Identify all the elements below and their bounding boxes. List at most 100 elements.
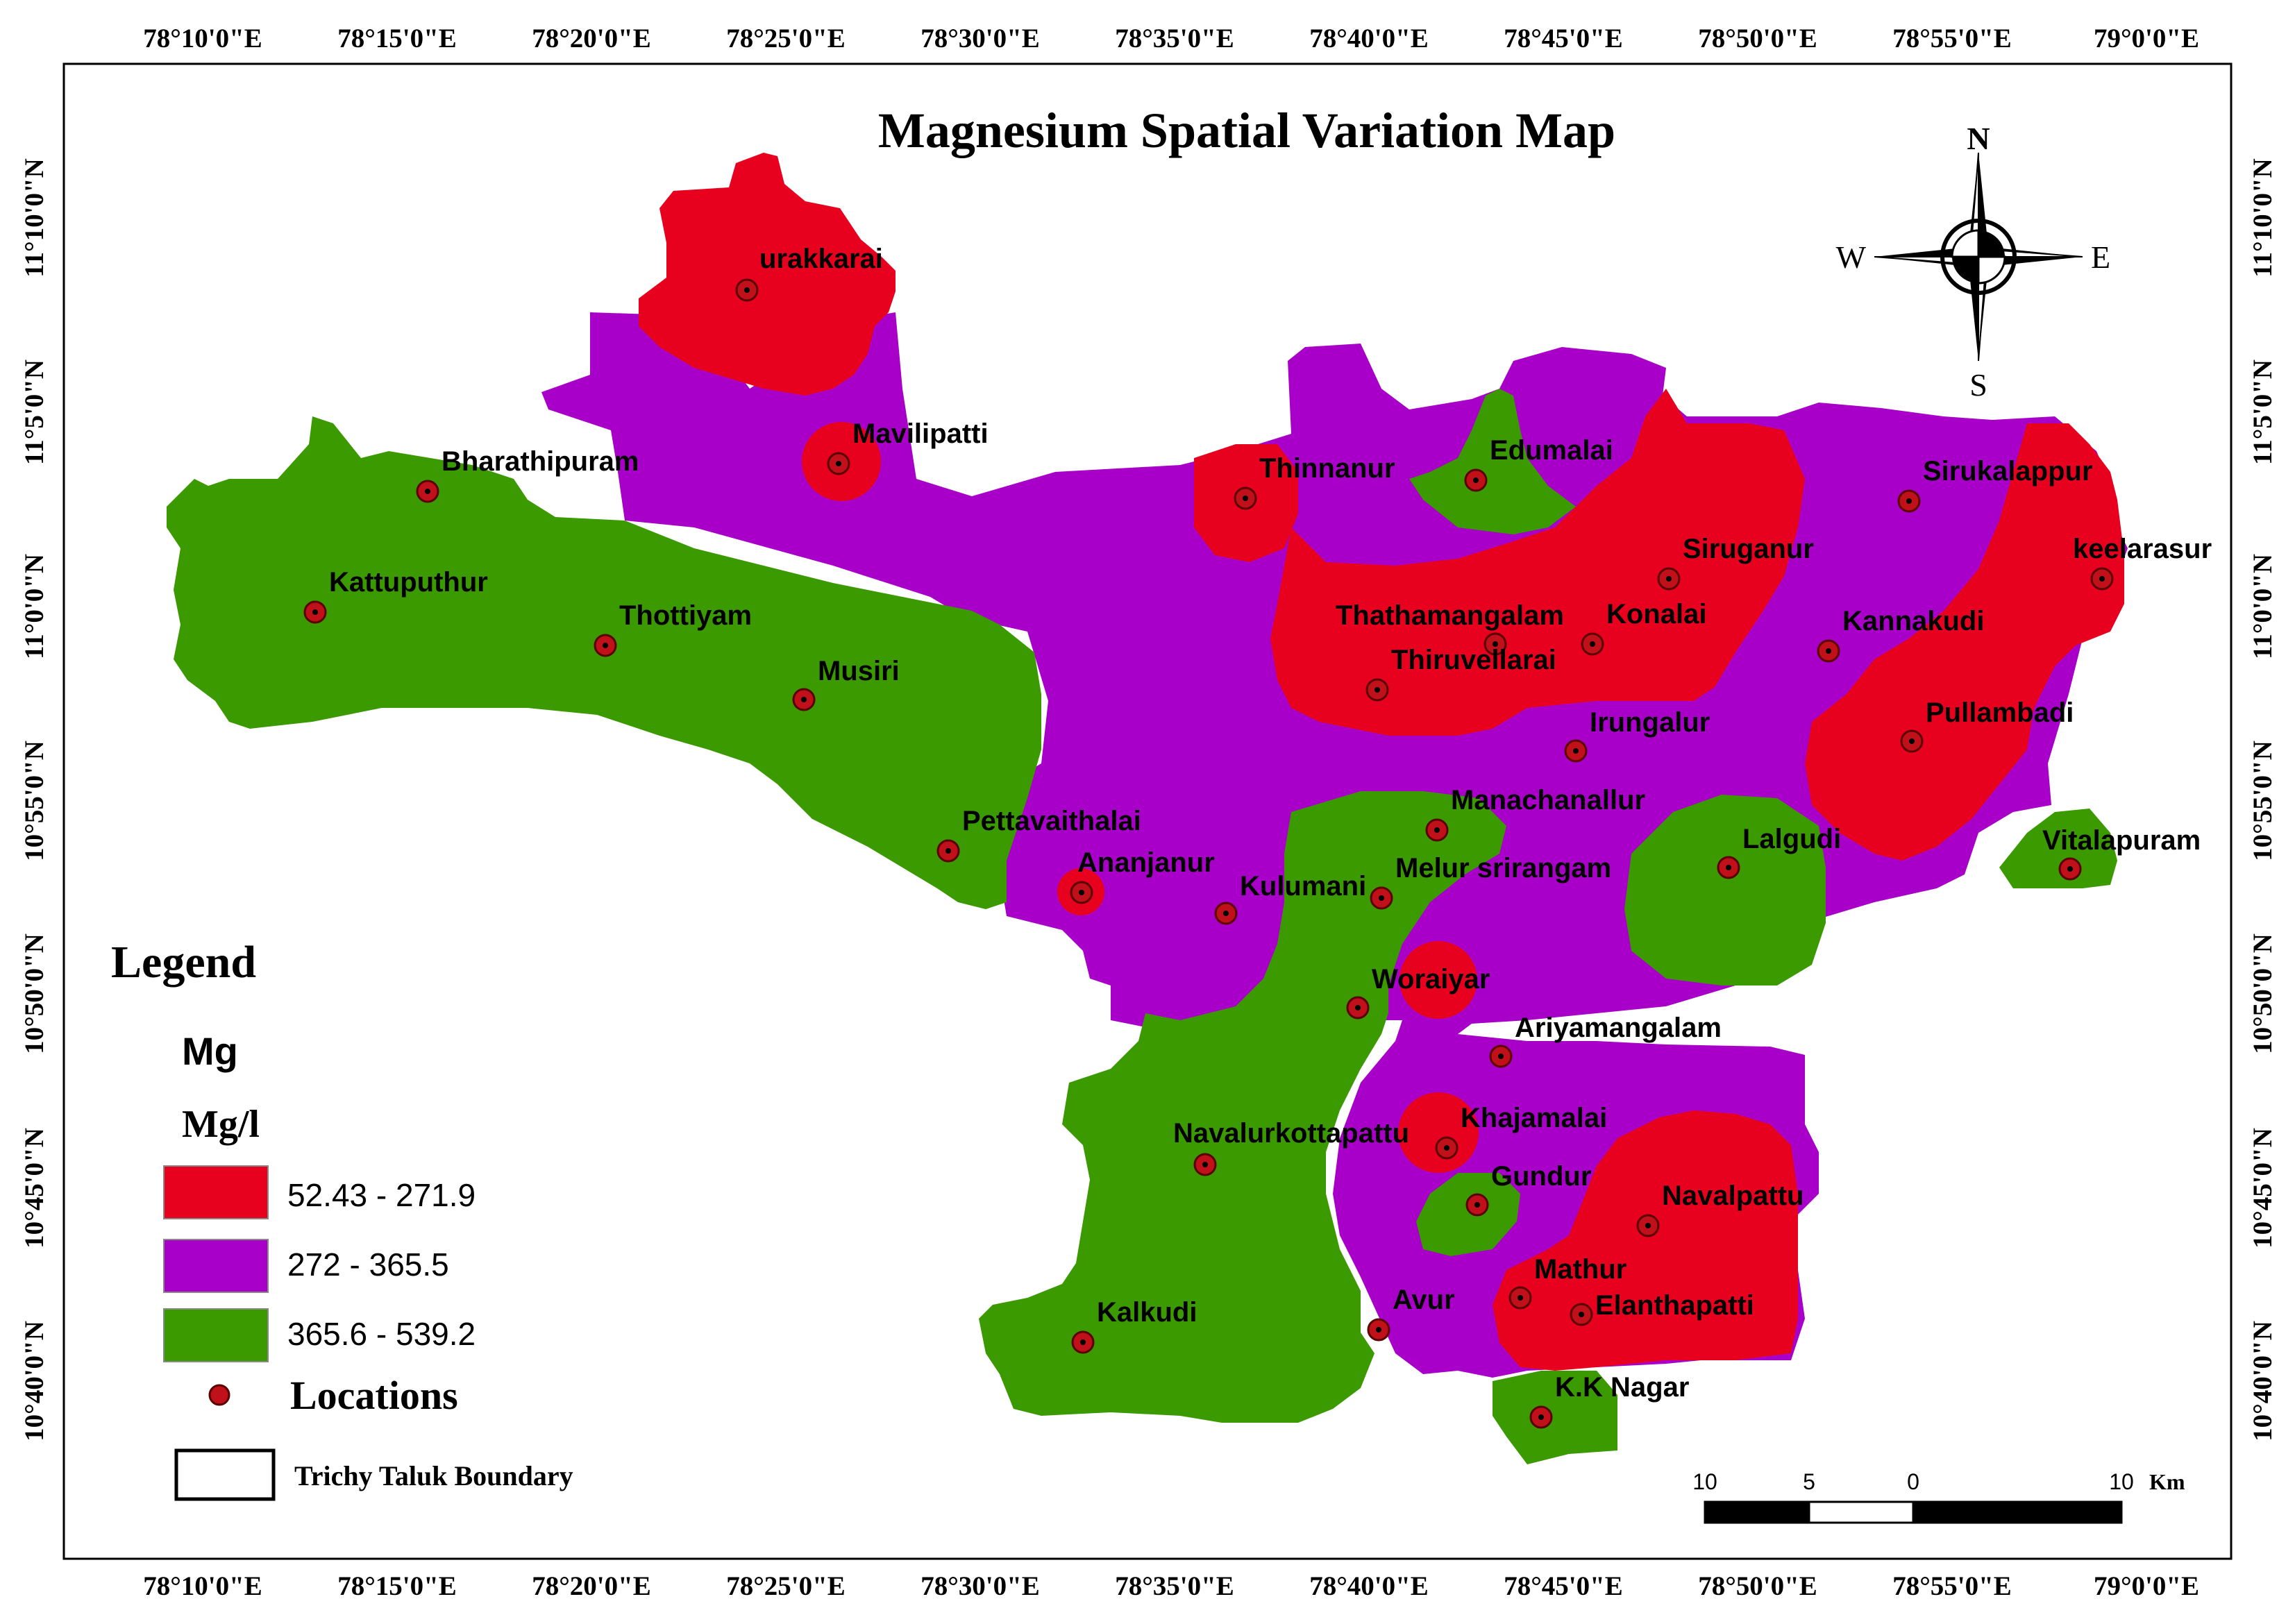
location-label: Khajamalai (1461, 1103, 1607, 1133)
location-label: Siruganur (1683, 534, 1814, 564)
location-marker[interactable]: Thinnanur (1234, 453, 1395, 510)
location-label: Mavilipatti (852, 418, 989, 449)
legend-boundary-swatch (174, 1448, 276, 1501)
location-marker[interactable]: Thottiyam (594, 600, 752, 657)
location-marker[interactable]: Mavilipatti (827, 418, 989, 475)
compass-w: W (1836, 239, 1867, 275)
lon-tick-6: 78°35'0"E (1115, 24, 1234, 53)
zone-high-west (167, 416, 1041, 909)
location-label: Kannakudi (1842, 606, 1984, 636)
lon-tick-8: 78°45'0"E (1504, 24, 1623, 53)
location-marker[interactable]: Melur srirangam (1370, 853, 1611, 910)
location-marker[interactable]: Bharathipuram (416, 446, 639, 503)
lat-tick-3: 11°0'0"N (2248, 554, 2278, 659)
location-label: Konalai (1606, 599, 1706, 629)
location-marker[interactable]: Manachanallur (1425, 785, 1645, 842)
location-marker[interactable]: Thathamangalam (1336, 600, 1564, 656)
location-marker[interactable]: Woraiyar (1346, 964, 1490, 1020)
lon-tick-2: 78°15'0"E (337, 24, 457, 53)
location-marker[interactable]: Pettavaithalai (936, 806, 1141, 863)
location-marker[interactable]: Navalurkottapattu (1173, 1118, 1409, 1176)
location-label: Kalkudi (1097, 1297, 1197, 1328)
location-marker[interactable]: Kalkudi (1071, 1297, 1197, 1354)
location-marker[interactable]: Kannakudi (1817, 606, 1984, 663)
location-marker[interactable]: Ariyamangalam (1489, 1013, 1722, 1068)
location-marker[interactable]: Avur (1367, 1285, 1455, 1342)
location-marker[interactable]: Elanthapatti (1570, 1290, 1754, 1326)
location-marker[interactable]: urakkarai (735, 244, 883, 302)
lon-tick-2: 78°15'0"E (337, 1571, 457, 1601)
zone-low-urakkarai (639, 153, 896, 396)
location-label: Mathur (1534, 1254, 1626, 1285)
location-marker[interactable]: Pullambadi (1900, 697, 2074, 753)
lat-tick-4: 10°55'0"N (19, 741, 49, 861)
compass-n: N (1967, 121, 1990, 156)
legend: Legend Mg Mg/l 52.43 - 271.9 272 - 365.5… (111, 937, 573, 1501)
legend-heading: Legend (111, 937, 256, 988)
zone-high-edumalai (1409, 389, 1576, 534)
location-marker[interactable]: Edumalai (1464, 435, 1613, 492)
legend-swatch-low (163, 1165, 269, 1219)
lon-tick-10: 78°55'0"E (1892, 1571, 2012, 1601)
location-label: urakkarai (759, 244, 883, 274)
location-marker[interactable]: Khajamalai (1435, 1103, 1607, 1160)
location-label: Melur srirangam (1395, 853, 1611, 883)
location-marker[interactable]: Thiruvellarai (1365, 645, 1556, 702)
location-marker[interactable]: Ananjanur (1070, 847, 1215, 904)
lat-tick-6: 10°45'0"N (19, 1128, 49, 1249)
lat-tick-5: 10°50'0"N (19, 933, 49, 1054)
location-marker[interactable]: Sirukalappur (1897, 456, 2093, 513)
location-marker[interactable]: Konalai (1581, 599, 1706, 656)
lon-tick-7: 78°40'0"E (1309, 24, 1429, 53)
location-label: Thathamangalam (1336, 600, 1564, 631)
location-marker[interactable]: Gundur (1465, 1161, 1591, 1217)
zone-high-lalgudi (1624, 795, 1826, 986)
longitude-ticks-bottom: 78°10'0"E 78°15'0"E 78°20'0"E 78°25'0"E … (143, 1571, 2199, 1601)
legend-locations-label: Locations (290, 1373, 458, 1418)
location-marker[interactable]: Kattuputhur (303, 567, 488, 624)
lat-tick-6: 10°45'0"N (2248, 1128, 2278, 1249)
latitude-ticks-right: 11°10'0"N 11°5'0"N 11°0'0"N 10°55'0"N 10… (2248, 158, 2278, 1441)
location-marker[interactable]: Navalpattu (1636, 1181, 1804, 1237)
zone-layer (167, 153, 2128, 1464)
lon-tick-8: 78°45'0"E (1504, 1571, 1623, 1601)
location-label: Pullambadi (1926, 697, 2074, 728)
location-label: Bharathipuram (442, 446, 639, 477)
scale-unit: Km (2149, 1469, 2185, 1494)
location-label: Kattuputhur (329, 567, 488, 598)
zone-low-khajamalai (1398, 1092, 1479, 1173)
location-marker[interactable]: Musiri (792, 656, 900, 711)
location-marker[interactable]: Vitalapuram (2042, 825, 2201, 881)
scale-bar: 10 5 0 10 Km (1692, 1469, 2185, 1524)
lon-tick-10: 78°55'0"E (1892, 24, 2012, 53)
location-label: Thottiyam (619, 600, 752, 631)
compass-s: S (1969, 367, 1987, 403)
legend-swatch-mid (163, 1239, 269, 1293)
lon-tick-5: 78°30'0"E (920, 24, 1040, 53)
lon-tick-4: 78°25'0"E (726, 1571, 846, 1601)
zone-low-southeast (1493, 1110, 1798, 1371)
legend-boundary-label: Trichy Taluk Boundary (294, 1460, 573, 1491)
lon-tick-5: 78°30'0"E (920, 1571, 1040, 1601)
location-marker[interactable]: Siruganur (1657, 534, 1814, 591)
location-marker[interactable]: Irungalur (1564, 707, 1710, 763)
scale-label: 10 (1692, 1469, 1717, 1494)
location-label: Sirukalappur (1923, 456, 2093, 487)
location-label: Kulumani (1240, 871, 1366, 902)
location-label: Avur (1393, 1285, 1455, 1315)
location-marker[interactable]: Mathur (1508, 1254, 1626, 1310)
location-marker[interactable]: Kulumani (1214, 871, 1366, 925)
lon-tick-1: 78°10'0"E (143, 1571, 262, 1601)
location-marker[interactable]: K.K Nagar (1529, 1372, 1689, 1429)
location-marker[interactable]: keelarasur (2073, 534, 2212, 591)
zone-high-vitalapuram (1999, 809, 2117, 888)
location-marker[interactable]: Lalgudi (1717, 824, 1841, 879)
scale-segment (1704, 1500, 1810, 1524)
lat-tick-1: 11°10'0"N (2248, 158, 2278, 278)
lon-tick-1: 78°10'0"E (143, 24, 262, 53)
zone-low-central (1270, 389, 1805, 736)
lat-tick-4: 10°55'0"N (2248, 741, 2278, 861)
compass-e: E (2091, 239, 2110, 275)
lon-tick-9: 78°50'0"E (1698, 24, 1817, 53)
